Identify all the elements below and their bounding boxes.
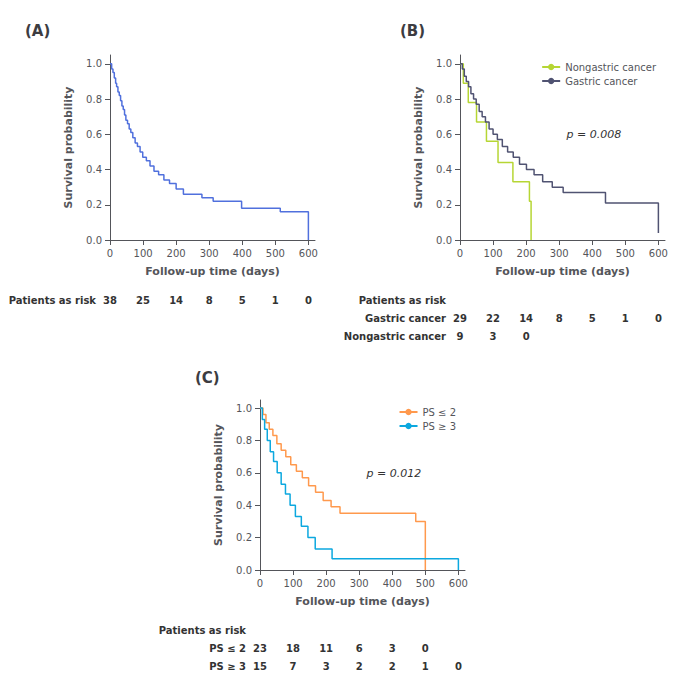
svg-text:Follow-up time (days): Follow-up time (days) [145, 265, 280, 278]
svg-text:23: 23 [253, 643, 267, 654]
svg-text:400: 400 [233, 248, 252, 259]
svg-text:p = 0.008: p = 0.008 [566, 128, 622, 141]
svg-text:0: 0 [107, 248, 113, 259]
svg-text:0.6: 0.6 [436, 129, 452, 140]
svg-text:200: 200 [517, 248, 536, 259]
svg-text:5: 5 [589, 313, 596, 324]
svg-text:p = 0.012: p = 0.012 [366, 467, 422, 480]
svg-text:0.8: 0.8 [86, 94, 102, 105]
svg-text:PS ≤ 2: PS ≤ 2 [209, 643, 246, 654]
svg-text:15: 15 [253, 661, 267, 672]
svg-text:1: 1 [622, 313, 629, 324]
svg-text:1.0: 1.0 [436, 58, 452, 69]
svg-text:1: 1 [272, 295, 279, 306]
svg-text:600: 600 [649, 248, 668, 259]
svg-text:(C): (C) [195, 369, 220, 387]
svg-text:300: 300 [550, 248, 569, 259]
svg-text:14: 14 [519, 313, 533, 324]
svg-text:0: 0 [523, 331, 530, 342]
svg-text:0.4: 0.4 [436, 164, 452, 175]
svg-text:500: 500 [616, 248, 635, 259]
svg-text:2: 2 [389, 661, 396, 672]
svg-text:38: 38 [103, 295, 117, 306]
svg-text:Nongastric cancer: Nongastric cancer [565, 62, 657, 73]
svg-text:22: 22 [486, 313, 500, 324]
svg-text:0: 0 [655, 313, 662, 324]
svg-text:Gastric cancer: Gastric cancer [565, 76, 638, 87]
svg-text:2: 2 [356, 661, 363, 672]
svg-text:(B): (B) [400, 22, 425, 40]
svg-text:0: 0 [455, 661, 462, 672]
svg-text:500: 500 [266, 248, 285, 259]
svg-text:500: 500 [416, 578, 435, 589]
svg-text:0.0: 0.0 [236, 565, 252, 576]
svg-text:Survival probability: Survival probability [412, 86, 425, 208]
svg-text:6: 6 [356, 643, 363, 654]
svg-text:Patients as risk: Patients as risk [159, 625, 247, 636]
svg-text:9: 9 [457, 331, 464, 342]
svg-text:Patients as risk: Patients as risk [9, 295, 97, 306]
svg-text:300: 300 [350, 578, 369, 589]
svg-text:0: 0 [257, 578, 263, 589]
svg-text:0.6: 0.6 [86, 129, 102, 140]
svg-text:11: 11 [319, 643, 333, 654]
svg-text:100: 100 [484, 248, 503, 259]
svg-text:8: 8 [206, 295, 213, 306]
svg-text:PS ≥ 3: PS ≥ 3 [209, 661, 246, 672]
svg-text:14: 14 [169, 295, 183, 306]
svg-text:1: 1 [422, 661, 429, 672]
svg-text:(A): (A) [25, 22, 50, 40]
svg-text:Follow-up time (days): Follow-up time (days) [495, 265, 630, 278]
svg-text:0.2: 0.2 [236, 532, 252, 543]
svg-text:0.8: 0.8 [436, 94, 452, 105]
svg-text:0.4: 0.4 [86, 164, 102, 175]
svg-text:7: 7 [290, 661, 297, 672]
svg-text:0.0: 0.0 [86, 235, 102, 246]
svg-text:3: 3 [389, 643, 396, 654]
svg-text:600: 600 [449, 578, 468, 589]
svg-text:5: 5 [239, 295, 246, 306]
svg-text:0.8: 0.8 [236, 435, 252, 446]
svg-text:8: 8 [556, 313, 563, 324]
svg-text:Follow-up time (days): Follow-up time (days) [295, 595, 430, 608]
svg-text:Survival probability: Survival probability [212, 424, 225, 546]
svg-text:0.2: 0.2 [86, 199, 102, 210]
svg-text:29: 29 [453, 313, 467, 324]
svg-text:0.0: 0.0 [436, 235, 452, 246]
svg-text:100: 100 [284, 578, 303, 589]
svg-text:0.2: 0.2 [436, 199, 452, 210]
svg-text:200: 200 [317, 578, 336, 589]
svg-text:1.0: 1.0 [86, 58, 102, 69]
svg-text:0: 0 [305, 295, 312, 306]
svg-text:Patients as risk: Patients as risk [359, 295, 447, 306]
svg-text:Survival probability: Survival probability [62, 86, 75, 208]
svg-text:400: 400 [583, 248, 602, 259]
svg-text:1.0: 1.0 [236, 403, 252, 414]
svg-text:0.4: 0.4 [236, 500, 252, 511]
svg-text:PS ≤ 2: PS ≤ 2 [423, 407, 456, 418]
svg-text:100: 100 [134, 248, 153, 259]
svg-text:200: 200 [167, 248, 186, 259]
svg-text:0.6: 0.6 [236, 467, 252, 478]
svg-text:0: 0 [457, 248, 463, 259]
svg-text:PS ≥ 3: PS ≥ 3 [423, 421, 456, 432]
svg-text:3: 3 [323, 661, 330, 672]
svg-text:300: 300 [200, 248, 219, 259]
svg-text:0: 0 [422, 643, 429, 654]
svg-text:Nongastric cancer: Nongastric cancer [344, 331, 446, 342]
svg-text:400: 400 [383, 578, 402, 589]
svg-text:3: 3 [490, 331, 497, 342]
svg-text:25: 25 [136, 295, 150, 306]
svg-text:18: 18 [286, 643, 300, 654]
svg-text:Gastric cancer: Gastric cancer [365, 313, 446, 324]
svg-text:600: 600 [299, 248, 318, 259]
